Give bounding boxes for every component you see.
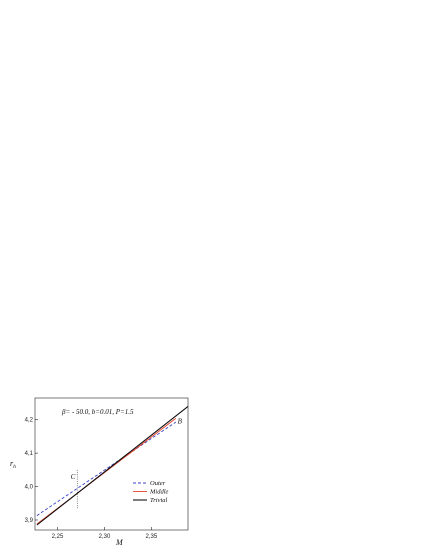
y-tick-label: 3,9 <box>25 518 34 524</box>
x-tick-label: 2,30 <box>99 534 111 540</box>
annotation-c: C <box>71 473 76 481</box>
y-axis: 3,9 4,0 4,1 4,2 <box>25 418 38 524</box>
series-line-trivial <box>36 405 189 526</box>
legend-label-middle: Middle <box>149 489 169 496</box>
chart-title: β= - 50.0, b=0.01, P=1.5 <box>61 408 134 416</box>
plot-frame <box>34 397 189 531</box>
legend-label-trivial: Trivial <box>150 497 168 504</box>
x-axis: 2,25 2,30 2,35 <box>52 527 158 540</box>
y-axis-label-main: r <box>10 459 14 468</box>
y-tick-label: 4,2 <box>25 418 34 424</box>
series-group <box>36 405 189 526</box>
annotation-b: B <box>178 418 183 426</box>
y-axis-label-sub: h <box>13 464 16 470</box>
y-tick-label: 4,1 <box>25 451 34 457</box>
legend-label-outer: Outer <box>150 480 166 487</box>
x-tick-label: 2,35 <box>146 534 158 540</box>
x-axis-label: M <box>115 538 124 547</box>
y-tick-label: 4,0 <box>25 485 34 491</box>
y-axis-label: rh <box>10 459 16 470</box>
annotations: BC <box>71 418 183 481</box>
series-line-outer <box>36 421 177 516</box>
x-tick-label: 2,25 <box>52 534 64 540</box>
